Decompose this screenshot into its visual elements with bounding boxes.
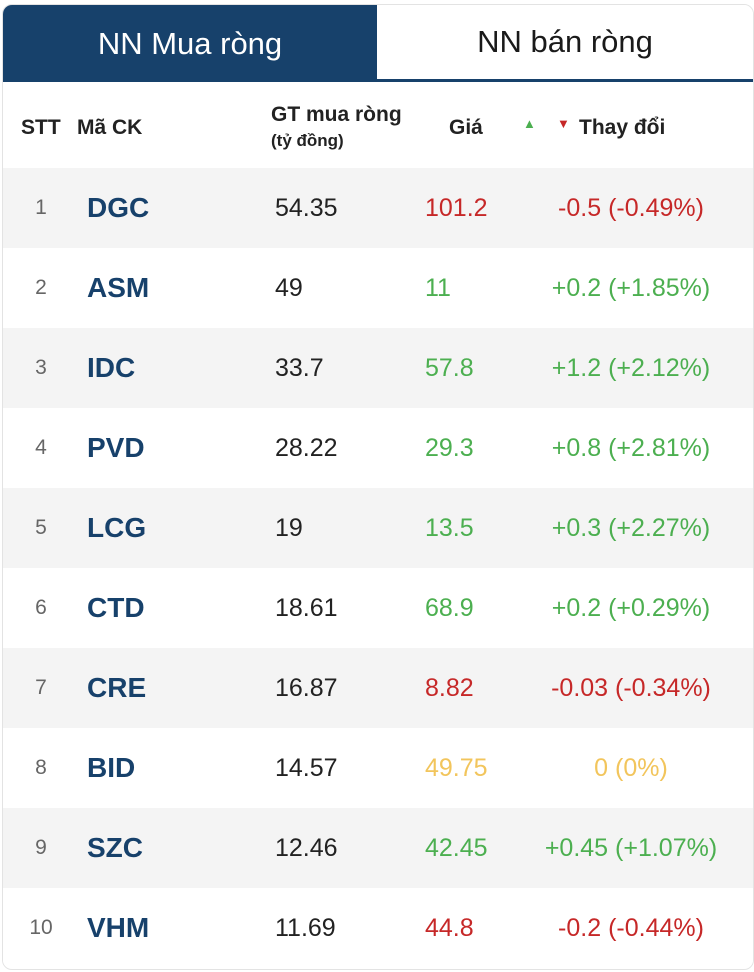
row-stt: 5 [35, 516, 47, 539]
table-row[interactable]: 4 PVD 28.22 29.3 +0.8 (+2.81%) [3, 408, 753, 488]
header-net-buy-value-label: GT mua ròng [271, 103, 402, 126]
row-price: 49.75 [425, 753, 488, 782]
row-stock-code[interactable]: SZC [87, 832, 143, 863]
table-body: 1 DGC 54.35 101.2 -0.5 (-0.49%) 2 ASM 49… [3, 168, 753, 968]
row-change: +0.8 (+2.81%) [551, 433, 711, 462]
table-row[interactable]: 9 SZC 12.46 42.45 +0.45 (+1.07%) [3, 808, 753, 888]
header-code: Mã CK [77, 116, 143, 139]
table-row[interactable]: 1 DGC 54.35 101.2 -0.5 (-0.49%) [3, 168, 753, 248]
row-price: 11 [425, 273, 451, 302]
header-net-buy-value: GT mua ròng (tỷ đồng) [271, 102, 402, 154]
sort-down-icon[interactable]: ▼ [557, 116, 570, 131]
header-stt: STT [21, 116, 61, 139]
row-change: -0.03 (-0.34%) [551, 673, 711, 702]
row-net-buy-value: 54.35 [275, 193, 338, 222]
table-row[interactable]: 2 ASM 49 11 +0.2 (+1.85%) [3, 248, 753, 328]
tab-bar: NN Mua ròng NN bán ròng [3, 5, 753, 82]
row-change: -0.2 (-0.44%) [558, 913, 704, 942]
row-net-buy-value: 16.87 [275, 673, 338, 702]
row-net-buy-value: 18.61 [275, 593, 338, 622]
row-change: +0.45 (+1.07%) [544, 833, 718, 862]
row-stock-code[interactable]: CRE [87, 672, 147, 703]
row-price: 29.3 [425, 433, 474, 462]
row-stt: 10 [29, 916, 53, 939]
row-net-buy-value: 11.69 [275, 913, 336, 942]
row-stock-code[interactable]: VHM [87, 912, 150, 943]
row-change: +0.2 (+0.29%) [551, 593, 711, 622]
row-stock-code[interactable]: LCG [87, 512, 147, 543]
tab-net-buy[interactable]: NN Mua ròng [3, 5, 377, 82]
table-header: STT Mã CK GT mua ròng (tỷ đồng) Giá ▲ ▼ … [3, 82, 753, 168]
table-row[interactable]: 10 VHM 11.69 44.8 -0.2 (-0.44%) [3, 888, 753, 968]
row-stt: 2 [35, 276, 47, 299]
row-stock-code[interactable]: PVD [87, 432, 145, 463]
row-stock-code[interactable]: DGC [87, 192, 150, 223]
row-stt: 1 [35, 196, 47, 219]
table-row[interactable]: 7 CRE 16.87 8.82 -0.03 (-0.34%) [3, 648, 753, 728]
row-net-buy-value: 19 [275, 513, 303, 542]
header-change: Thay đổi [579, 116, 666, 139]
row-net-buy-value: 12.46 [275, 833, 338, 862]
header-price: Giá [449, 116, 483, 139]
row-stock-code[interactable]: IDC [87, 352, 136, 383]
row-price: 101.2 [425, 193, 488, 222]
row-net-buy-value: 14.57 [275, 753, 338, 782]
table-row[interactable]: 6 CTD 18.61 68.9 +0.2 (+0.29%) [3, 568, 753, 648]
row-price: 13.5 [425, 513, 474, 542]
row-stt: 9 [35, 836, 47, 859]
table-row[interactable]: 8 BID 14.57 49.75 0 (0%) [3, 728, 753, 808]
row-price: 57.8 [425, 353, 474, 382]
row-price: 8.82 [425, 673, 474, 702]
row-stt: 7 [35, 676, 47, 699]
row-change: +0.3 (+2.27%) [551, 513, 711, 542]
row-stt: 3 [35, 356, 47, 379]
row-stock-code[interactable]: BID [87, 752, 136, 783]
row-change: 0 (0%) [594, 753, 668, 782]
row-change: -0.5 (-0.49%) [558, 193, 704, 222]
tab-net-sell[interactable]: NN bán ròng [377, 5, 753, 82]
row-stt: 4 [35, 436, 47, 459]
table-row[interactable]: 5 LCG 19 13.5 +0.3 (+2.27%) [3, 488, 753, 568]
header-net-buy-value-unit: (tỷ đồng) [271, 131, 344, 150]
row-change: +0.2 (+1.85%) [551, 273, 711, 302]
row-net-buy-value: 49 [275, 273, 303, 302]
row-net-buy-value: 33.7 [275, 353, 324, 382]
row-change: +1.2 (+2.12%) [551, 353, 711, 382]
table-row[interactable]: 3 IDC 33.7 57.8 +1.2 (+2.12%) [3, 328, 753, 408]
row-stt: 6 [35, 596, 47, 619]
foreign-net-trading-widget: NN Mua ròng NN bán ròng STT Mã CK GT mua… [2, 4, 754, 970]
sort-up-icon[interactable]: ▲ [523, 116, 536, 131]
row-net-buy-value: 28.22 [275, 433, 338, 462]
row-price: 42.45 [425, 833, 488, 862]
row-price: 44.8 [425, 913, 474, 942]
row-price: 68.9 [425, 593, 474, 622]
row-stock-code[interactable]: CTD [87, 592, 145, 623]
row-stock-code[interactable]: ASM [87, 272, 150, 303]
row-stt: 8 [35, 756, 47, 779]
